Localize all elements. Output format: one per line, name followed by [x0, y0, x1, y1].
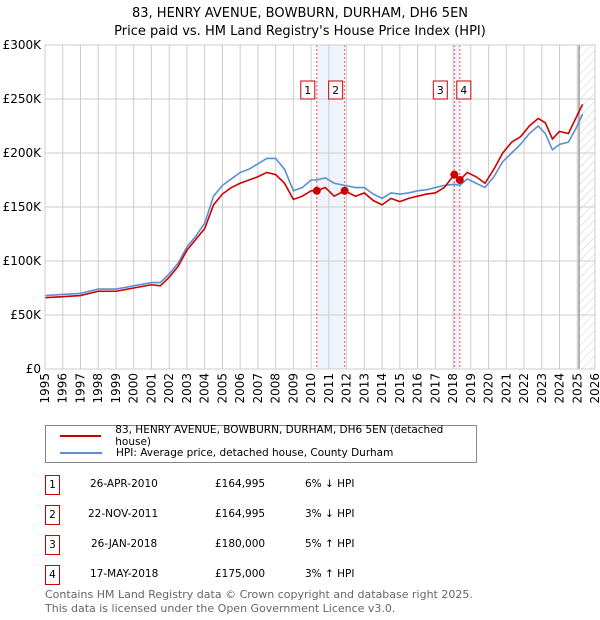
x-tick-label: 2016 [411, 373, 425, 404]
x-tick-label: 2023 [535, 373, 549, 404]
marker-label-box: 1 [300, 80, 316, 100]
x-tick-label: 2014 [375, 373, 389, 404]
y-tick-label: £50K [10, 308, 42, 322]
marker-label-box: 2 [328, 80, 344, 100]
transaction-date: 17-MAY-2018 [90, 568, 159, 580]
x-tick-label: 2010 [304, 373, 318, 404]
marker-number: 1 [304, 84, 311, 97]
marker-number: 3 [437, 84, 444, 97]
transaction-row: 2 22-NOV-2011 £164,995 3% ↓ HPI [45, 505, 465, 525]
x-tick-label: 2024 [553, 373, 567, 404]
x-tick-label: 2011 [322, 373, 336, 404]
x-tick-label: 2015 [393, 373, 407, 404]
x-tick-label: 2022 [517, 373, 531, 404]
legend: 83, HENRY AVENUE, BOWBURN, DURHAM, DH6 5… [45, 424, 477, 463]
x-tick-label: 1998 [91, 373, 105, 404]
y-tick-label: £100K [3, 254, 43, 268]
plot-frame [44, 44, 596, 370]
x-tick-label: 2021 [499, 373, 513, 404]
x-tick-label: 2006 [233, 373, 247, 404]
legend-label-price: 83, HENRY AVENUE, BOWBURN, DURHAM, DH6 5… [115, 424, 444, 448]
x-tick-label: 2026 [588, 373, 600, 404]
transaction-price: £175,000 [215, 568, 266, 580]
x-tick-label: 2020 [482, 373, 496, 404]
x-tick-label: 2002 [162, 373, 176, 404]
marker-number: 2 [332, 84, 339, 97]
x-tick-label: 1995 [38, 373, 52, 404]
transaction-row: 1 26-APR-2010 £164,995 6% ↓ HPI [45, 475, 465, 495]
sale-point [455, 176, 464, 184]
sale-point [312, 186, 321, 195]
x-tick-label: 2001 [144, 373, 158, 404]
legend-swatch-hpi [60, 452, 102, 454]
transaction-number: 4 [45, 565, 60, 585]
y-tick-label: £200K [3, 146, 43, 160]
x-tick-label: 2003 [180, 373, 194, 404]
sale-point [450, 170, 459, 179]
transaction-number: 3 [45, 535, 60, 555]
transaction-date: 22-NOV-2011 [88, 508, 159, 520]
x-tick-label: 1996 [56, 373, 70, 404]
transaction-row: 4 17-MAY-2018 £175,000 3% ↑ HPI [45, 565, 465, 585]
transaction-date: 26-APR-2010 [90, 478, 158, 490]
x-tick-label: 2012 [340, 373, 354, 404]
x-tick-label: 2005 [215, 373, 229, 404]
legend-item-hpi: HPI: Average price, detached house, Coun… [60, 445, 393, 461]
x-tick-label: 2013 [357, 373, 371, 404]
chart-title: 83, HENRY AVENUE, BOWBURN, DURHAM, DH6 5… [131, 6, 469, 21]
footer-line-2: This data is licensed under the Open Gov… [45, 602, 396, 615]
x-tick-label: 2009 [286, 373, 300, 404]
y-tick-label: £150K [3, 200, 43, 214]
y-tick-label: £250K [3, 92, 43, 106]
y-tick-label: £300K [3, 38, 43, 52]
transaction-price: £180,000 [215, 538, 266, 550]
transaction-price: £164,995 [215, 478, 266, 490]
transaction-hpi: 3% ↓ HPI [305, 508, 355, 520]
x-tick-label: 2018 [446, 373, 460, 404]
transaction-price: £164,995 [215, 508, 266, 520]
legend-item-price: 83, HENRY AVENUE, BOWBURN, DURHAM, DH6 5… [60, 424, 476, 448]
price-line [44, 104, 584, 299]
legend-label-hpi: HPI: Average price, detached house, Coun… [116, 447, 394, 459]
x-tick-label: 2019 [464, 373, 478, 404]
x-tick-label: 1999 [109, 373, 123, 404]
transaction-hpi: 5% ↑ HPI [305, 538, 355, 550]
x-tick-label: 2004 [198, 373, 212, 404]
x-tick-label: 2017 [428, 373, 442, 404]
hpi-line [44, 113, 584, 297]
marker-number: 4 [460, 84, 467, 97]
transaction-row: 3 26-JAN-2018 £180,000 5% ↑ HPI [45, 535, 465, 555]
transaction-number: 1 [45, 475, 60, 495]
marker-label-box: 3 [432, 80, 448, 100]
sale-point [340, 186, 349, 195]
chart-subtitle: Price paid vs. HM Land Registry's House … [114, 24, 486, 39]
marker-box [300, 80, 316, 100]
marker-box [328, 80, 344, 100]
forecast-region [579, 45, 595, 369]
transaction-hpi: 3% ↑ HPI [305, 568, 355, 580]
marker-box [432, 80, 448, 100]
x-tick-label: 2025 [570, 373, 584, 404]
transaction-number: 2 [45, 505, 60, 525]
marker-box [456, 80, 472, 100]
transaction-date: 26-JAN-2018 [91, 538, 158, 550]
x-tick-label: 2008 [269, 373, 283, 404]
x-tick-label: 2000 [127, 373, 141, 404]
legend-swatch-price [60, 435, 102, 437]
transaction-hpi: 6% ↓ HPI [305, 478, 355, 490]
x-tick-label: 1997 [73, 373, 87, 404]
marker-label-box: 4 [456, 80, 472, 100]
x-tick-label: 2007 [251, 373, 265, 404]
footer-line-1: Contains HM Land Registry data © Crown c… [45, 588, 473, 601]
footer: Contains HM Land Registry data © Crown c… [45, 588, 473, 616]
y-tick-label: £0 [26, 362, 41, 376]
